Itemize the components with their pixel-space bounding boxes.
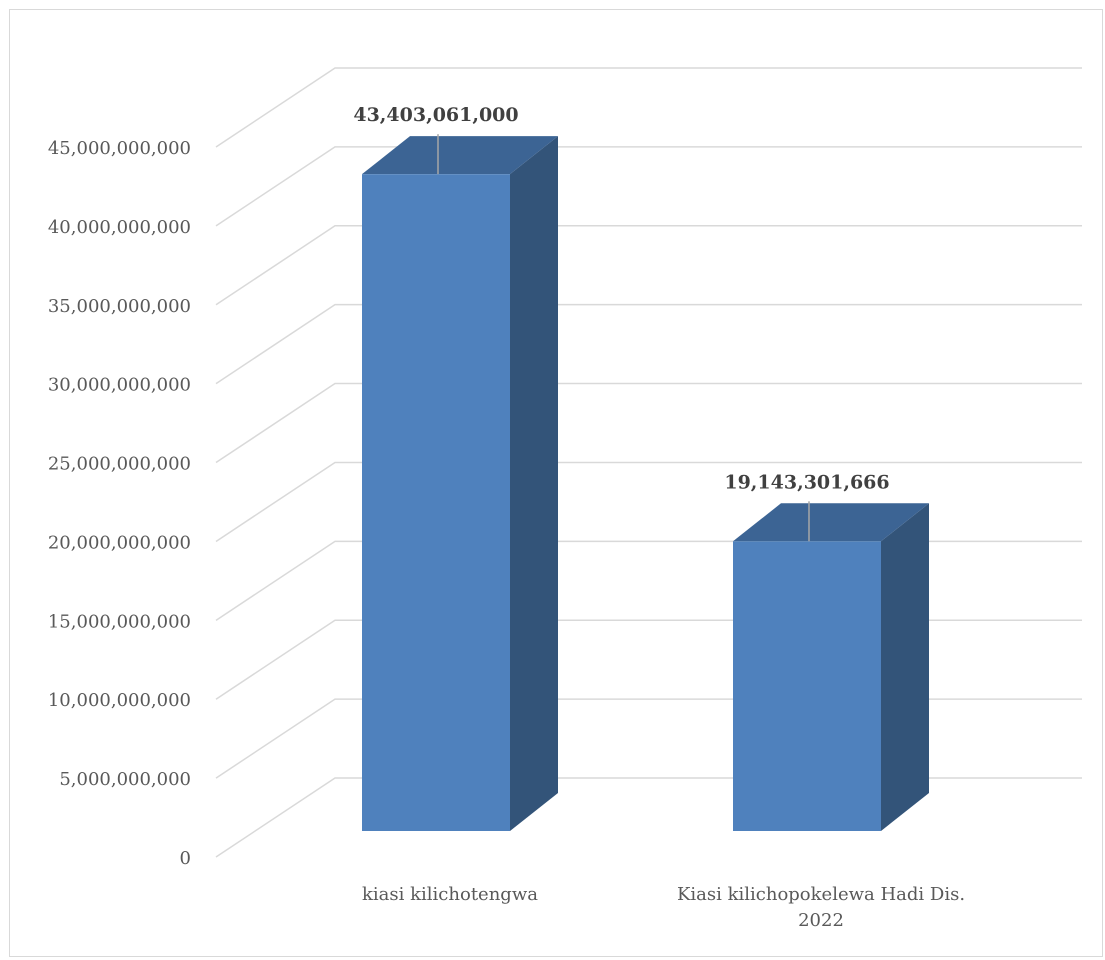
- data-label: 43,403,061,000: [353, 104, 518, 126]
- gridline: [215, 461, 1082, 543]
- gridline: [215, 382, 1082, 464]
- bar-top: [733, 503, 929, 542]
- gridline: [215, 698, 1082, 779]
- gridline: [215, 777, 1082, 858]
- data-labels: 43,403,061,000 19,143,301,666: [353, 104, 890, 542]
- category-label: Kiasi kilichopokelewa Hadi Dis.: [677, 884, 965, 905]
- y-tick-label: 0: [180, 848, 191, 869]
- y-tick-label: 10,000,000,000: [48, 690, 191, 711]
- data-label: 19,143,301,666: [724, 471, 889, 493]
- bars: [362, 136, 929, 832]
- category-label: kiasi kilichotengwa: [362, 884, 538, 905]
- y-axis-ticks: 0 5,000,000,000 10,000,000,000 15,000,000,0…: [48, 138, 191, 869]
- gridline: [215, 146, 1082, 227]
- y-tick-label: 30,000,000,000: [48, 375, 191, 396]
- gridline: [215, 67, 1082, 148]
- gridline: [215, 303, 1082, 385]
- y-tick-label: 20,000,000,000: [48, 532, 191, 553]
- gridline: [215, 619, 1082, 700]
- gridline: [215, 540, 1082, 621]
- y-tick-label: 45,000,000,000: [48, 138, 191, 159]
- bar-side: [881, 503, 929, 831]
- bar-front: [733, 541, 881, 831]
- x-axis-categories: kiasi kilichotengwa Kiasi kilichopokelewa…: [362, 884, 965, 931]
- bar-front: [362, 174, 510, 832]
- y-tick-label: 35,000,000,000: [48, 296, 191, 317]
- y-tick-label: 15,000,000,000: [48, 611, 191, 632]
- bar: [733, 503, 929, 831]
- gridline: [215, 225, 1082, 306]
- category-label: 2022: [798, 910, 844, 931]
- bar-side: [510, 136, 558, 832]
- bar-top: [362, 136, 558, 175]
- gridlines: [215, 67, 1082, 858]
- bar: [362, 136, 558, 832]
- y-tick-label: 5,000,000,000: [59, 769, 191, 790]
- y-tick-label: 25,000,000,000: [48, 454, 191, 475]
- y-tick-label: 40,000,000,000: [48, 217, 191, 238]
